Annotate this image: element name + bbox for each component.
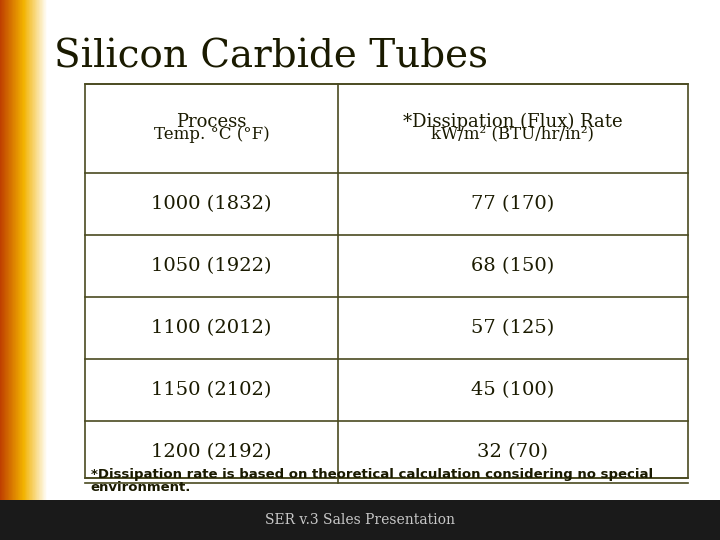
Text: 68 (150): 68 (150) [471,257,554,275]
Text: 1150 (2102): 1150 (2102) [151,381,271,399]
Bar [85,84,688,478]
Bar [0,500,720,540]
Text: Temp. °C (°F): Temp. °C (°F) [153,126,269,143]
Text: 1050 (1922): 1050 (1922) [151,257,271,275]
Text: 57 (125): 57 (125) [471,319,554,337]
Text: *Dissipation rate is based on theoretical calculation considering no special: *Dissipation rate is based on theoretica… [91,468,653,481]
Text: kW/m² (BTU/hr/in²): kW/m² (BTU/hr/in²) [431,126,594,143]
Text: SER v.3 Sales Presentation: SER v.3 Sales Presentation [265,513,455,526]
Text: Silicon Carbide Tubes: Silicon Carbide Tubes [54,38,488,75]
Text: 77 (170): 77 (170) [471,195,554,213]
Text: Process: Process [176,113,247,131]
Text: 32 (70): 32 (70) [477,443,549,461]
Text: environment.: environment. [91,481,191,494]
Text: 45 (100): 45 (100) [471,381,554,399]
Text: 1000 (1832): 1000 (1832) [151,195,271,213]
Text: *Dissipation (Flux) Rate: *Dissipation (Flux) Rate [403,113,623,131]
Text: 1200 (2192): 1200 (2192) [151,443,271,461]
Text: 1100 (2012): 1100 (2012) [151,319,271,337]
